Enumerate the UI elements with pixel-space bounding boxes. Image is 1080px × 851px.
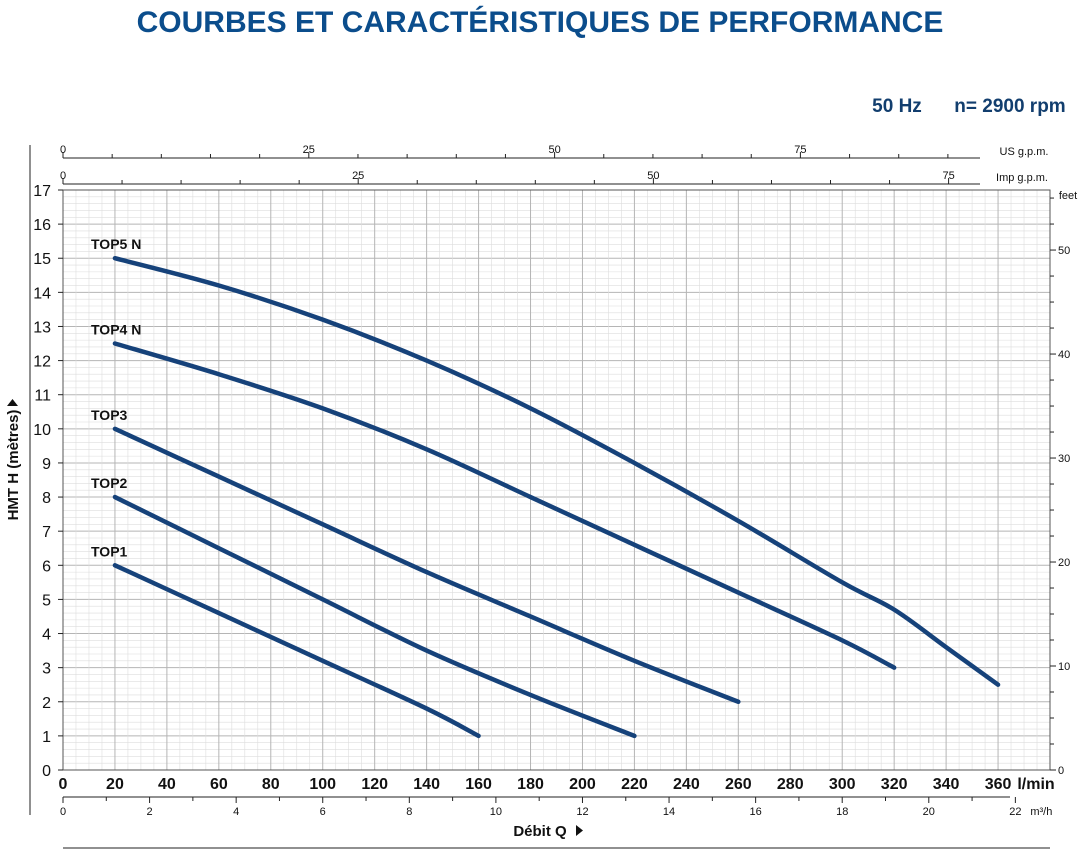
m3h-tick-label: 2 <box>147 806 153 818</box>
y-tick-label: 1 <box>42 729 51 746</box>
x-tick-label: 340 <box>933 776 960 793</box>
y-tick-label: 14 <box>33 285 51 302</box>
curve-top4-n <box>112 341 897 670</box>
x-tick-label: 200 <box>569 776 596 793</box>
m3h-tick-label: 8 <box>406 806 412 818</box>
feet-tick-label: 50 <box>1058 245 1070 257</box>
y-tick-label: 16 <box>33 217 51 234</box>
imp-gpm-tick-label: 75 <box>942 170 954 182</box>
imp-gpm-unit-label: Imp g.p.m. <box>996 172 1048 184</box>
series-label-top4-n: TOP4 N <box>91 322 141 338</box>
m3h-tick-label: 16 <box>750 806 762 818</box>
us-gpm-tick-label: 50 <box>548 144 560 156</box>
x-tick-label: 80 <box>262 776 280 793</box>
y-tick-label: 3 <box>42 661 51 678</box>
x-tick-label: 240 <box>673 776 700 793</box>
imp-gpm-tick-label: 50 <box>647 170 659 182</box>
m3h-tick-label: 18 <box>836 806 848 818</box>
us-gpm-tick-label: 0 <box>60 144 66 156</box>
x-tick-label: 120 <box>361 776 388 793</box>
m3h-tick-label: 10 <box>490 806 502 818</box>
x-axis-arrow-icon <box>576 825 583 836</box>
y-axis-arrow-icon <box>7 399 18 406</box>
y-tick-label: 17 <box>33 183 51 200</box>
m3h-tick-label: 20 <box>923 806 935 818</box>
y-tick-label: 10 <box>33 422 51 439</box>
x-tick-label: 0 <box>59 776 68 793</box>
x-tick-label: 60 <box>210 776 228 793</box>
imp-gpm-tick-label: 0 <box>60 170 66 182</box>
y-tick-label: 11 <box>34 388 51 405</box>
imp-gpm-tick-label: 25 <box>352 170 364 182</box>
series-label-top1: TOP1 <box>91 543 128 559</box>
y-tick-label: 7 <box>42 524 51 541</box>
feet-unit-label: feet <box>1059 190 1077 202</box>
series-label-top2: TOP2 <box>91 475 128 491</box>
x-tick-label: 280 <box>777 776 804 793</box>
plot-frame <box>62 189 1051 771</box>
x-tick-label: 360 <box>985 776 1012 793</box>
us-gpm-unit-label: US g.p.m. <box>1000 146 1049 158</box>
m3h-unit-label: m³/h <box>1030 806 1052 818</box>
x-tick-label: 40 <box>158 776 176 793</box>
x-tick-label: 260 <box>725 776 752 793</box>
y-tick-label: 5 <box>42 592 51 609</box>
x-tick-label: 220 <box>621 776 648 793</box>
performance-curves: TOP5 N TOP4 N TOP3 TOP2 TOP1 <box>91 236 1001 739</box>
feet-tick-label: 30 <box>1058 453 1070 465</box>
us-gpm-tick-label: 75 <box>794 144 806 156</box>
m3h-tick-label: 12 <box>576 806 588 818</box>
m3h-tick-label: 6 <box>320 806 326 818</box>
y-tick-label: 9 <box>42 456 51 473</box>
y-tick-label: 15 <box>33 251 51 268</box>
x-tick-label: 160 <box>465 776 492 793</box>
m3h-tick-label: 14 <box>663 806 675 818</box>
x-unit-label: l/min <box>1017 776 1054 793</box>
us-gpm-tick-label: 25 <box>303 144 315 156</box>
x-axis-title: Débit Q <box>513 823 567 840</box>
curve-top1 <box>112 563 481 739</box>
m3h-tick-label: 0 <box>60 806 66 818</box>
chart-title: COURBES ET CARACTÉRISTIQUES DE PERFORMAN… <box>137 5 944 39</box>
x-tick-label: 320 <box>881 776 908 793</box>
y-tick-label: 6 <box>42 558 51 575</box>
speed-label: n= 2900 rpm <box>954 96 1065 117</box>
x-tick-label: 180 <box>517 776 544 793</box>
x-tick-label: 20 <box>106 776 124 793</box>
x-tick-label: 300 <box>829 776 856 793</box>
grid <box>62 189 1051 771</box>
feet-tick-label: 0 <box>1058 765 1064 777</box>
m3h-tick-label: 4 <box>233 806 239 818</box>
curve-top2 <box>112 494 637 739</box>
y-tick-label: 12 <box>33 354 51 371</box>
m3h-tick-label: 22 <box>1009 806 1021 818</box>
feet-tick-label: 10 <box>1058 661 1070 673</box>
feet-tick-label: 40 <box>1058 349 1070 361</box>
x-tick-label: 140 <box>413 776 440 793</box>
curve-top5-n <box>112 255 1001 687</box>
y-tick-label: 8 <box>42 490 51 507</box>
frequency-label: 50 Hz <box>872 96 922 117</box>
y-tick-label: 2 <box>42 695 51 712</box>
y-tick-label: 0 <box>42 763 51 780</box>
series-label-top3: TOP3 <box>91 407 128 423</box>
x-tick-label: 100 <box>309 776 336 793</box>
axes <box>29 145 1056 849</box>
y-axis-title: HMT H (mètres) <box>5 410 22 521</box>
series-label-top5-n: TOP5 N <box>91 236 141 252</box>
feet-tick-label: 20 <box>1058 557 1070 569</box>
y-tick-label: 4 <box>42 627 51 644</box>
y-tick-label: 13 <box>33 319 51 336</box>
